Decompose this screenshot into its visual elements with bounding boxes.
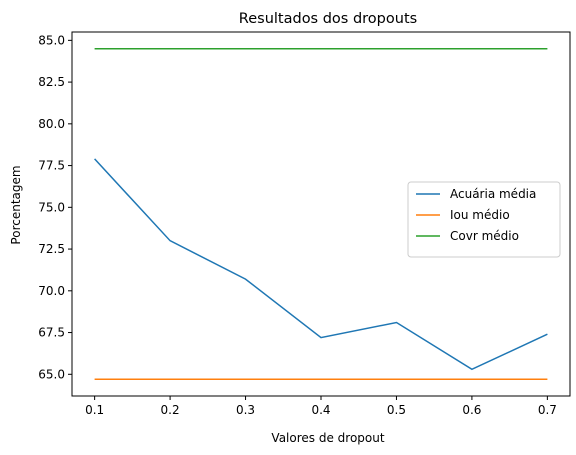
y-tick-label: 77.5 [38, 159, 65, 173]
y-tick-label: 70.0 [38, 284, 65, 298]
y-tick-label: 67.5 [38, 326, 65, 340]
y-tick-label: 80.0 [38, 117, 65, 131]
x-axis-label: Valores de dropout [271, 431, 384, 445]
y-axis-ticks: 65.0 67.5 70.0 72.5 75.0 77.5 80.0 82.5 85.0 [38, 33, 72, 381]
x-tick-label: 0.1 [85, 403, 104, 417]
y-tick-label: 65.0 [38, 367, 65, 381]
plot-area [94, 47, 548, 381]
x-tick-label: 0.7 [538, 403, 557, 417]
legend-label: Covr médio [450, 229, 519, 243]
x-axis-ticks: 0.1 0.2 0.3 0.4 0.5 0.6 0.7 [85, 396, 557, 417]
legend-label: Iou médio [450, 208, 510, 222]
legend-box [407, 181, 561, 258]
x-tick-label: 0.5 [387, 403, 406, 417]
legend-label: Acuária média [450, 187, 536, 201]
series-line-1 [94, 158, 548, 371]
y-axis-label: Porcentagem [9, 165, 23, 244]
legend: Acuária média Iou médio Covr médio [407, 181, 561, 258]
y-tick-label: 85.0 [38, 33, 65, 47]
y-tick-label: 72.5 [38, 242, 65, 256]
x-tick-label: 0.4 [311, 403, 330, 417]
chart-title: Resultados dos dropouts [239, 11, 417, 27]
x-tick-label: 0.2 [161, 403, 180, 417]
x-tick-label: 0.3 [236, 403, 255, 417]
y-tick-label: 82.5 [38, 75, 65, 89]
y-tick-label: 75.0 [38, 200, 65, 214]
x-tick-label: 0.6 [462, 403, 481, 417]
